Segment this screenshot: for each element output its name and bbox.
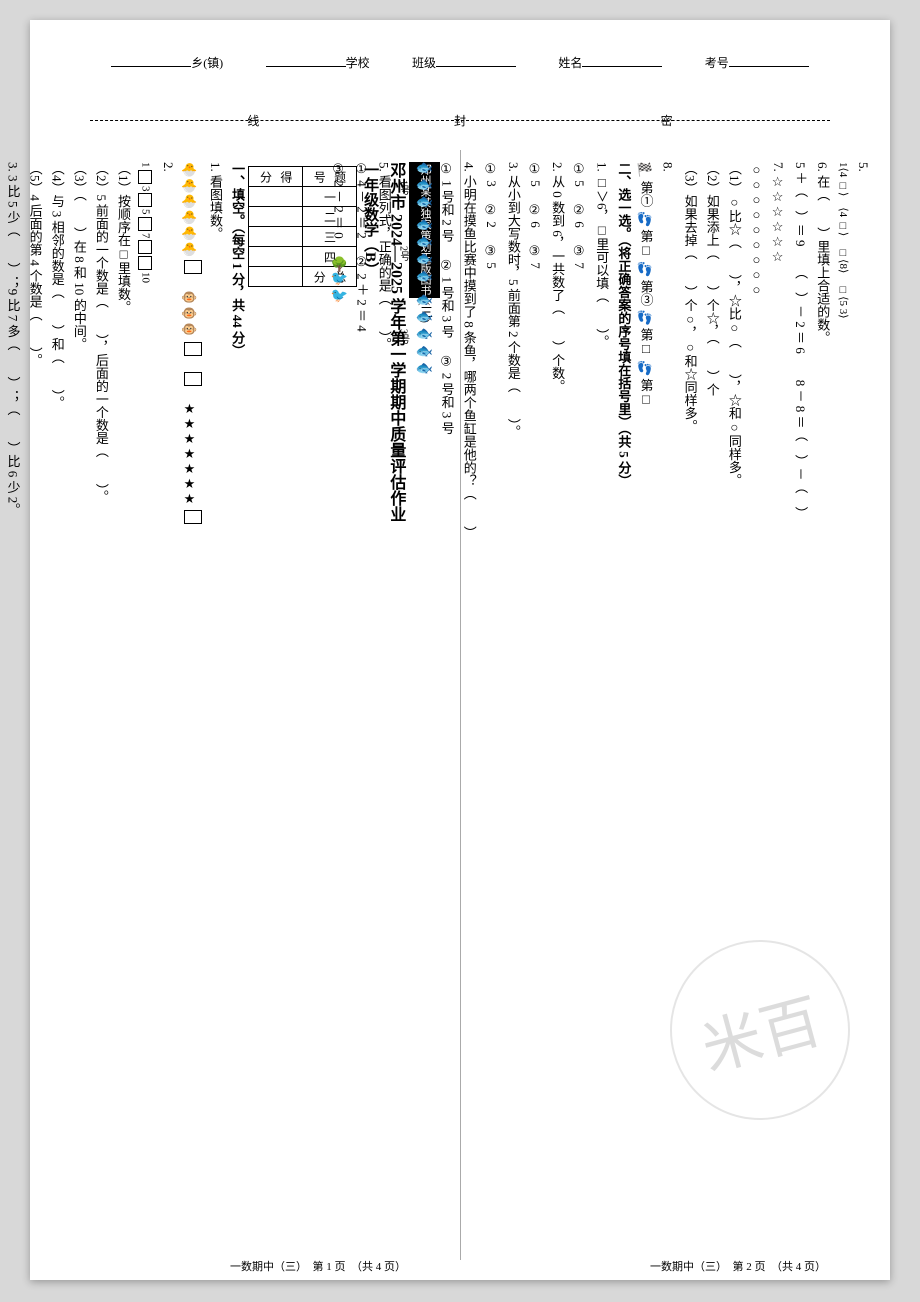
field-exam-no: 考号 xyxy=(705,54,809,71)
score-td-2[interactable] xyxy=(249,207,303,227)
q8-row: 🏁 第① 👣 第□ 👣 第③ 👣 第□ 👣 第□ xyxy=(634,162,656,1248)
q2-part-3: （3）（ ）在 8 和 10 的中间。 xyxy=(68,162,90,1248)
q1-blank-4[interactable] xyxy=(184,510,202,524)
q8-label: 8. xyxy=(656,162,678,1248)
page-1-footer: 一数期中（三） 第 1 页 （共 4 页） xyxy=(230,1258,406,1274)
section-1-heading: 一、填空。（每空 1 分，共 44 分） xyxy=(226,162,248,1248)
field-school: 学校 xyxy=(266,54,370,71)
bowl-3: 🐟🐟🐟🐟🐟3号 xyxy=(395,294,436,379)
score-td-4[interactable] xyxy=(249,247,303,267)
q3: 3. 3 比 5 少（ ）；9 比 7 多（ ）；（ ）比 6 少 2。 xyxy=(1,162,23,1248)
section-2-heading: 二、选一选。（将正确答案的序号填在括号里）（共 5 分） xyxy=(612,162,634,1248)
q6-eqs: 5 ＋（ ）＝ 9 （ ）－ 2 ＝ 6 8 － 8 ＝（ ）－（ ） xyxy=(789,162,811,1248)
page-2-footer: 一数期中（三） 第 2 页 （共 4 页） xyxy=(650,1258,826,1274)
q1-label: 1. 看图填数。 xyxy=(204,162,226,1248)
field-township: 乡(镇) xyxy=(111,54,223,71)
score-td-0: 得分 xyxy=(249,167,303,187)
s2-q3-opts: ① 3 ② 2 ③ 5 xyxy=(480,162,502,1248)
q2-part-1: （1）按顺序在□里填数。 xyxy=(112,162,134,1248)
student-info-fields: 乡(镇) 学校 班级 姓名 考号 xyxy=(30,54,890,71)
q1-icons: 🐣🐣🐣🐣🐣🐣 🐵🐵🐵 ★★★★★★★ xyxy=(179,162,204,1248)
q1-blank-1[interactable] xyxy=(184,260,202,274)
q1-blank-2[interactable] xyxy=(184,342,202,356)
bowl-1: 🐟🐟🐟1号 xyxy=(395,162,436,213)
s2-q5: 5. 看图列式，正确的是（ ）。 xyxy=(373,162,395,1248)
s2-q1-opts: ① 5 ② 6 ③ 7 xyxy=(568,162,590,1248)
q7-part-3: （3）如果去掉（ ）个○，○和☆同样多。 xyxy=(679,162,701,1248)
q1-blank-3[interactable] xyxy=(184,372,202,386)
s2-q4-bowls: 🐟🐟🐟1号 🐟🐟🐟🐟2号 🐟🐟🐟🐟🐟3号 xyxy=(395,162,436,379)
q2-numberline: 1 3 5 7 10 xyxy=(134,162,157,283)
q1-icon-group-2: 🐵🐵🐵 xyxy=(183,291,198,339)
q5-label: 5. xyxy=(852,162,874,1248)
s2-q5-opts: ① 4 － 2 ＝ 2 ② 2 ＋ 2 ＝ 4 xyxy=(351,162,373,1248)
q6: 6. 在（ ）里填上合适的数。 xyxy=(811,162,833,1248)
s2-q3: 3. 从小到大写数时，5 前面第 2 个数是（ ）。 xyxy=(502,162,524,1248)
q7-part-2: （2）如果添上（ ）个☆，（ ）个 xyxy=(701,162,723,1248)
tree-icon: 🌳🐦🐦 xyxy=(332,255,347,306)
exam-sheet: 乡(镇) 学校 班级 姓名 考号 线 封 密 郑州某某独家策划正版图书 (三) … xyxy=(30,20,890,1280)
q7-part-1: （1）○比☆（ ），☆比○（ ），☆和○同样多。 xyxy=(723,162,745,1248)
s2-q1: 1. □＞6，□里可以填（ ）。 xyxy=(590,162,612,1248)
s2-q4-opts: ① 1 号和 2 号 ② 1 号和 3 号 ③ 2 号和 3 号 xyxy=(436,162,458,1248)
q5-diagrams: 1⟨4 □⟩ ⟨4 □⟩ □⟨8⟩ □⟨5 3⟩ xyxy=(833,162,852,1248)
q2-part-5: （5）4 后面的第 4 个数是（ ）。 xyxy=(24,162,46,1248)
s2-q5-opts2: ③ 2 － 2 ＝ 0 🌳🐦🐦 xyxy=(327,162,351,1248)
header-strip: 乡(镇) 学校 班级 姓名 考号 xyxy=(30,54,890,114)
q1-icon-group-1: 🐣🐣🐣🐣🐣🐣 xyxy=(183,162,198,257)
s2-q2-opts: ① 5 ② 6 ③ 7 xyxy=(524,162,546,1248)
score-td-3[interactable] xyxy=(249,227,303,247)
s2-q2: 2. 从 0 数到 6，一共数了（ ）个数。 xyxy=(546,162,568,1248)
q2-label: 2. xyxy=(157,162,179,1248)
pages-container: 郑州某某独家策划正版图书 (三) 邓州市 2024—2025 学年第一学期期中质… xyxy=(30,150,890,1260)
q7-label: 7. ☆☆☆☆☆☆ xyxy=(767,162,789,1248)
page-2: 5. 1⟨4 □⟩ ⟨4 □⟩ □⟨8⟩ □⟨5 3⟩ 6. 在（ ）里填上合适… xyxy=(460,150,890,1260)
q1-icon-group-4: ★★★★★★★ xyxy=(183,402,198,507)
score-td-1[interactable] xyxy=(249,187,303,207)
q7-line2: ○○○○○○○○○ xyxy=(745,162,767,1248)
field-class: 班级 xyxy=(412,54,516,71)
field-name: 姓名 xyxy=(558,54,662,71)
q2-part-2: （2）5 前面的一个数是（ ），后面的一个数是（ ）。 xyxy=(90,162,112,1248)
score-td-5[interactable] xyxy=(249,267,303,287)
q2-part-4: （4）与 3 相邻的数是（ ）和（ ）。 xyxy=(46,162,68,1248)
seal-dash-line xyxy=(90,120,830,121)
bowl-2: 🐟🐟🐟🐟2号 xyxy=(395,219,436,287)
s2-q4: 4. 小明在摸鱼比赛中摸到了 8 条鱼，哪两个鱼缸是他的？（ ） xyxy=(458,162,480,1248)
